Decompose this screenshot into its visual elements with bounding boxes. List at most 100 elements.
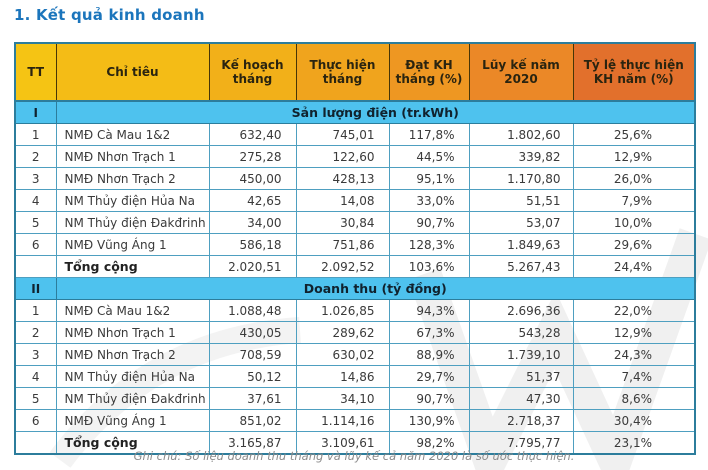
cell-actual-month: 34,10 bbox=[295, 387, 390, 410]
cell-ytd-2020: 2.718,37 bbox=[468, 409, 574, 432]
table-row: 6 NMĐ Vũng Áng 1 851,02 1.114,16 130,9% 2.718… bbox=[14, 409, 696, 432]
col-header-ke-hoach: Kế hoạch tháng bbox=[208, 42, 297, 102]
cell-ytd-2020: 47,30 bbox=[468, 387, 574, 410]
row-label: NMĐ Vũng Áng 1 bbox=[55, 233, 210, 256]
table-header-row: TT Chỉ tiêu Kế hoạch tháng Thực hiện thá… bbox=[14, 42, 696, 102]
cell-actual-month: 289,62 bbox=[295, 321, 390, 344]
cell-pct-year: 22,0% bbox=[572, 299, 696, 322]
section-label: Doanh thu (tỷ đồng) bbox=[55, 277, 696, 300]
table-row: 1 NMĐ Cà Mau 1&2 1.088,48 1.026,85 94,3% 2.69… bbox=[14, 299, 696, 322]
cell-actual-month: 2.092,52 bbox=[295, 255, 390, 278]
table-row: 4 NM Thủy điện Hủa Na 42,65 14,08 33,0% 51,51… bbox=[14, 189, 696, 212]
cell-pct-month: 103,6% bbox=[388, 255, 470, 278]
row-index: 3 bbox=[14, 343, 57, 366]
row-index: 4 bbox=[14, 365, 57, 388]
cell-pct-month: 90,7% bbox=[388, 211, 470, 234]
cell-pct-month: 33,0% bbox=[388, 189, 470, 212]
row-index bbox=[14, 255, 57, 278]
page-title: 1. Kết quả kinh doanh bbox=[14, 6, 205, 24]
table-row: 5 NM Thủy điện Đakđrinh 34,00 30,84 90,7% 53,… bbox=[14, 211, 696, 234]
cell-plan-month: 42,65 bbox=[208, 189, 297, 212]
row-index: 6 bbox=[14, 233, 57, 256]
cell-pct-year: 24,4% bbox=[572, 255, 696, 278]
table-row: 5 NM Thủy điện Đakđrinh 37,61 34,10 90,7% 47,… bbox=[14, 387, 696, 410]
cell-actual-month: 630,02 bbox=[295, 343, 390, 366]
row-index: 2 bbox=[14, 321, 57, 344]
cell-pct-month: 128,3% bbox=[388, 233, 470, 256]
cell-ytd-2020: 2.696,36 bbox=[468, 299, 574, 322]
cell-pct-year: 26,0% bbox=[572, 167, 696, 190]
cell-actual-month: 30,84 bbox=[295, 211, 390, 234]
cell-ytd-2020: 543,28 bbox=[468, 321, 574, 344]
footnote: Ghi chú: Số liệu doanh thu tháng và lũy … bbox=[133, 449, 575, 463]
row-label: NM Thủy điện Đakđrinh bbox=[55, 211, 210, 234]
row-index: 1 bbox=[14, 123, 57, 146]
cell-pct-year: 8,6% bbox=[572, 387, 696, 410]
table-body: I Sản lượng điện (tr.kWh) 1 NMĐ Cà Mau 1&2 6… bbox=[14, 100, 696, 455]
row-label: NMĐ Nhơn Trạch 2 bbox=[55, 167, 210, 190]
cell-plan-month: 50,12 bbox=[208, 365, 297, 388]
cell-plan-month: 586,18 bbox=[208, 233, 297, 256]
col-header-chi-tieu: Chỉ tiêu bbox=[55, 42, 210, 102]
cell-pct-month: 90,7% bbox=[388, 387, 470, 410]
row-index: 4 bbox=[14, 189, 57, 212]
cell-pct-month: 94,3% bbox=[388, 299, 470, 322]
cell-plan-month: 430,05 bbox=[208, 321, 297, 344]
col-header-dat-kh: Đạt KH tháng (%) bbox=[388, 42, 470, 102]
cell-plan-month: 1.088,48 bbox=[208, 299, 297, 322]
business-results-table: TT Chỉ tiêu Kế hoạch tháng Thực hiện thá… bbox=[14, 42, 696, 455]
cell-ytd-2020: 339,82 bbox=[468, 145, 574, 168]
cell-plan-month: 450,00 bbox=[208, 167, 297, 190]
table-row: 3 NMĐ Nhơn Trạch 2 450,00 428,13 95,1% 1.170,… bbox=[14, 167, 696, 190]
cell-plan-month: 632,40 bbox=[208, 123, 297, 146]
col-header-tt: TT bbox=[14, 42, 57, 102]
cell-plan-month: 37,61 bbox=[208, 387, 297, 410]
cell-ytd-2020: 53,07 bbox=[468, 211, 574, 234]
cell-actual-month: 14,86 bbox=[295, 365, 390, 388]
row-label: NMĐ Cà Mau 1&2 bbox=[55, 123, 210, 146]
table-row: 2 NMĐ Nhơn Trạch 1 275,28 122,60 44,5% 339,82… bbox=[14, 145, 696, 168]
cell-actual-month: 751,86 bbox=[295, 233, 390, 256]
row-index: 3 bbox=[14, 167, 57, 190]
section-header-row: II Doanh thu (tỷ đồng) bbox=[14, 277, 696, 300]
cell-pct-year: 12,9% bbox=[572, 321, 696, 344]
cell-actual-month: 1.026,85 bbox=[295, 299, 390, 322]
table-header: TT Chỉ tiêu Kế hoạch tháng Thực hiện thá… bbox=[14, 42, 696, 102]
row-label: NMĐ Nhơn Trạch 1 bbox=[55, 145, 210, 168]
section-roman-numeral: I bbox=[14, 100, 57, 124]
cell-actual-month: 745,01 bbox=[295, 123, 390, 146]
cell-actual-month: 428,13 bbox=[295, 167, 390, 190]
row-index: 6 bbox=[14, 409, 57, 432]
row-label: NMĐ Nhơn Trạch 2 bbox=[55, 343, 210, 366]
cell-pct-year: 30,4% bbox=[572, 409, 696, 432]
cell-pct-year: 25,6% bbox=[572, 123, 696, 146]
row-label: NMĐ Nhơn Trạch 1 bbox=[55, 321, 210, 344]
cell-pct-year: 29,6% bbox=[572, 233, 696, 256]
cell-ytd-2020: 51,51 bbox=[468, 189, 574, 212]
row-label: NM Thủy điện Hủa Na bbox=[55, 365, 210, 388]
cell-ytd-2020: 1.802,60 bbox=[468, 123, 574, 146]
cell-pct-year: 7,4% bbox=[572, 365, 696, 388]
cell-plan-month: 2.020,51 bbox=[208, 255, 297, 278]
cell-pct-month: 29,7% bbox=[388, 365, 470, 388]
col-header-ty-le: Tỷ lệ thực hiện KH năm (%) bbox=[572, 42, 696, 102]
table-row: 1 NMĐ Cà Mau 1&2 632,40 745,01 117,8% 1.802,6… bbox=[14, 123, 696, 146]
cell-ytd-2020: 1.170,80 bbox=[468, 167, 574, 190]
cell-pct-month: 67,3% bbox=[388, 321, 470, 344]
row-index: 2 bbox=[14, 145, 57, 168]
col-header-thuc-hien: Thực hiện tháng bbox=[295, 42, 390, 102]
table-row: 6 NMĐ Vũng Áng 1 586,18 751,86 128,3% 1.849,6… bbox=[14, 233, 696, 256]
cell-pct-month: 130,9% bbox=[388, 409, 470, 432]
cell-ytd-2020: 5.267,43 bbox=[468, 255, 574, 278]
cell-pct-month: 88,9% bbox=[388, 343, 470, 366]
cell-ytd-2020: 1.739,10 bbox=[468, 343, 574, 366]
cell-actual-month: 3.109,61 bbox=[295, 431, 390, 455]
col-header-luy-ke: Lũy kế năm 2020 bbox=[468, 42, 574, 102]
cell-pct-year: 24,3% bbox=[572, 343, 696, 366]
cell-pct-month: 117,8% bbox=[388, 123, 470, 146]
row-label: NM Thủy điện Hủa Na bbox=[55, 189, 210, 212]
row-index: 5 bbox=[14, 387, 57, 410]
cell-ytd-2020: 51,37 bbox=[468, 365, 574, 388]
cell-plan-month: 275,28 bbox=[208, 145, 297, 168]
cell-pct-year: 7,9% bbox=[572, 189, 696, 212]
